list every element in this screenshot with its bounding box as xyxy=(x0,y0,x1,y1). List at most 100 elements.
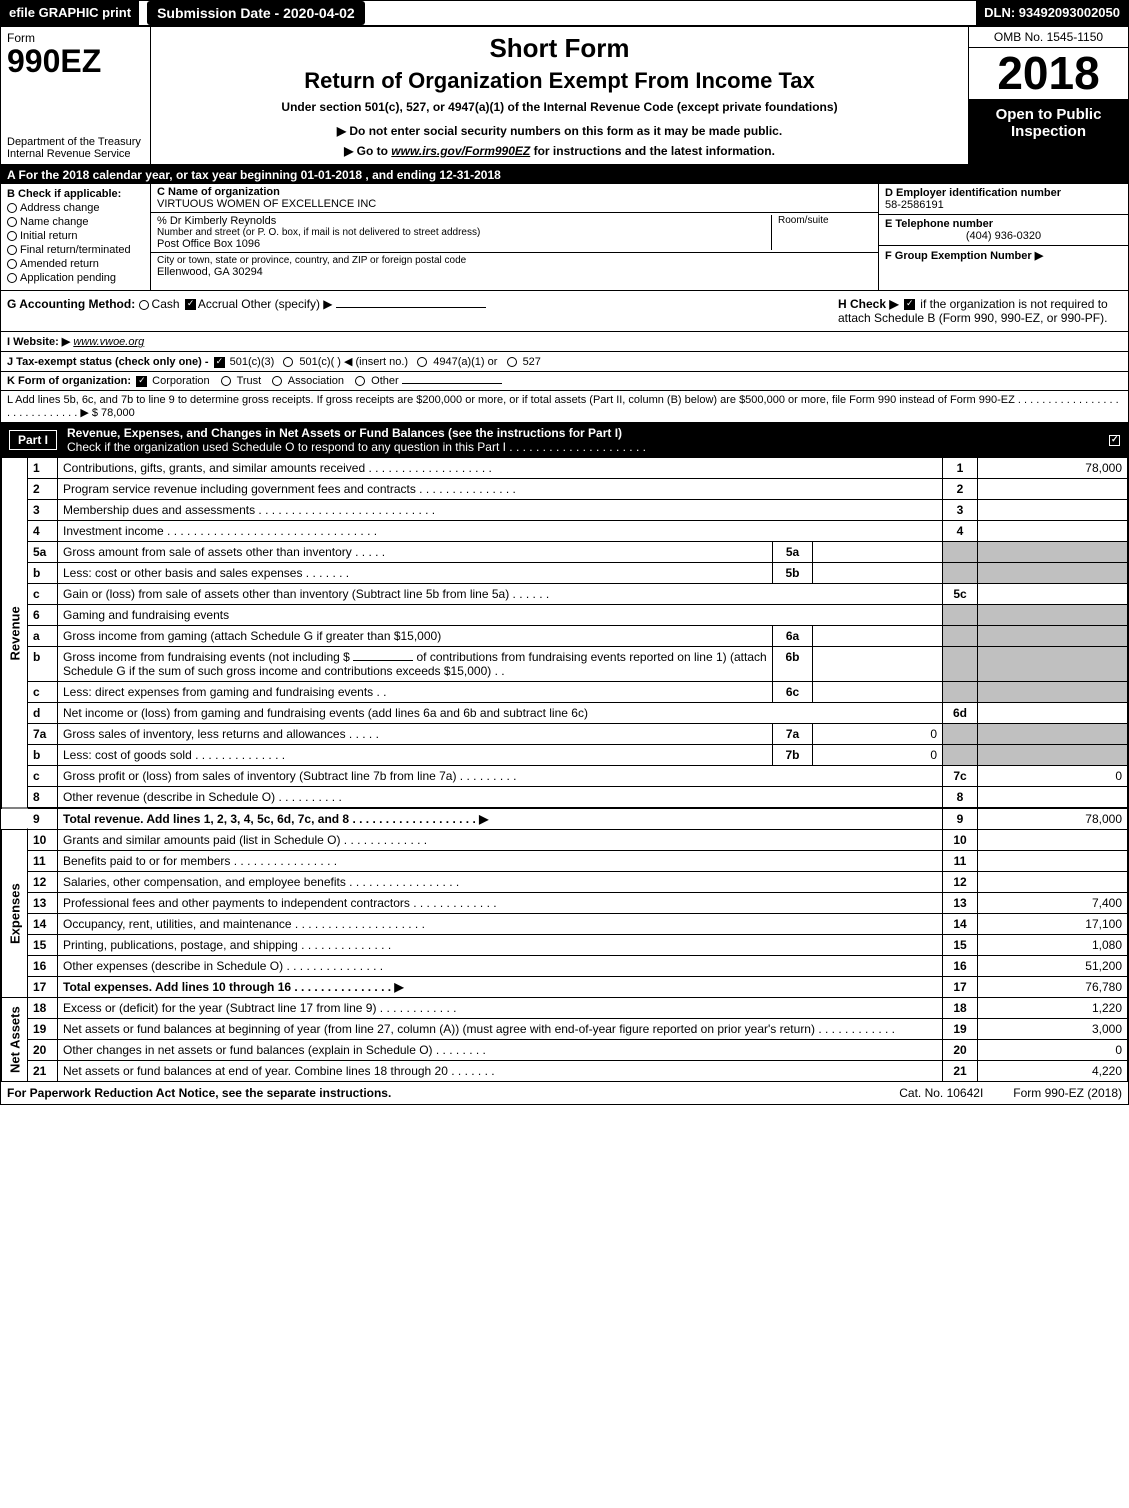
l3-amt xyxy=(978,500,1128,521)
omb-number: OMB No. 1545-1150 xyxy=(969,27,1128,48)
l-text: L Add lines 5b, 6c, and 7b to line 9 to … xyxy=(7,394,1119,419)
radio-cash-icon[interactable] xyxy=(139,300,149,310)
k-other-radio-icon[interactable] xyxy=(355,376,365,386)
opt-final-return: Final return/terminated xyxy=(20,244,131,256)
line-6c: c Less: direct expenses from gaming and … xyxy=(2,682,1128,703)
k-assoc: Association xyxy=(288,375,344,387)
l20-amt: 0 xyxy=(978,1040,1128,1061)
opt-application-pending: Application pending xyxy=(20,272,116,284)
j-501c: 501(c)( ) ◀ (insert no.) xyxy=(299,356,408,368)
part1-schedule-o-checkbox-icon[interactable] xyxy=(1109,435,1120,446)
l11-amt xyxy=(978,851,1128,872)
chk-final-return[interactable]: Final return/terminated xyxy=(7,244,144,256)
line-5a: 5a Gross amount from sale of assets othe… xyxy=(2,542,1128,563)
line-6a: a Gross income from gaming (attach Sched… xyxy=(2,626,1128,647)
l5b-subamt xyxy=(813,563,943,584)
tax-exempt-row: J Tax-exempt status (check only one) - 5… xyxy=(1,352,1128,372)
part1-header: Part I Revenue, Expenses, and Changes in… xyxy=(1,423,1128,457)
l15-no: 15 xyxy=(28,935,58,956)
j-501c3-checkbox-icon[interactable] xyxy=(214,357,225,368)
l6c-rshade xyxy=(943,682,978,703)
l7a-no: 7a xyxy=(28,724,58,745)
j-4947: 4947(a)(1) or xyxy=(433,356,497,368)
l21-rno: 21 xyxy=(943,1061,978,1082)
efile-graphic-print[interactable]: efile GRAPHIC print xyxy=(1,1,139,25)
chk-address-change[interactable]: Address change xyxy=(7,202,144,214)
l9-desc: Total revenue. Add lines 1, 2, 3, 4, 5c,… xyxy=(58,808,943,830)
form-header: Form 990EZ Department of the Treasury In… xyxy=(1,27,1128,166)
line-11: 11 Benefits paid to or for members . . .… xyxy=(2,851,1128,872)
section-b-checkboxes: B Check if applicable: Address change Na… xyxy=(1,184,151,290)
l15-desc: Printing, publications, postage, and shi… xyxy=(58,935,943,956)
l18-no: 18 xyxy=(28,998,58,1019)
j-4947-radio-icon[interactable] xyxy=(417,357,427,367)
j-501c-radio-icon[interactable] xyxy=(283,357,293,367)
checkbox-accrual-icon[interactable] xyxy=(185,299,196,310)
line-6b: b Gross income from fundraising events (… xyxy=(2,647,1128,682)
go-to-suffix: for instructions and the latest informat… xyxy=(534,144,775,158)
l10-desc: Grants and similar amounts paid (list in… xyxy=(58,830,943,851)
chk-initial-return[interactable]: Initial return xyxy=(7,230,144,242)
j-527-radio-icon[interactable] xyxy=(507,357,517,367)
section-c-blocks: C Name of organization VIRTUOUS WOMEN OF… xyxy=(151,184,878,290)
l5a-sub: 5a xyxy=(773,542,813,563)
g-accrual: Accrual xyxy=(198,297,238,311)
f-label: F Group Exemption Number ▶ xyxy=(885,250,1043,262)
l15-amt: 1,080 xyxy=(978,935,1128,956)
radio-icon xyxy=(7,259,17,269)
g-label: G Accounting Method: xyxy=(7,297,135,311)
d-label: D Employer identification number xyxy=(885,187,1122,199)
l21-desc: Net assets or fund balances at end of ye… xyxy=(58,1061,943,1082)
k-assoc-radio-icon[interactable] xyxy=(272,376,282,386)
l10-no: 10 xyxy=(28,830,58,851)
h-checkbox-icon[interactable] xyxy=(904,299,915,310)
e-label: E Telephone number xyxy=(885,218,1122,230)
line-18: Net Assets 18 Excess or (deficit) for th… xyxy=(2,998,1128,1019)
l7c-no: c xyxy=(28,766,58,787)
line-9: 9 Total revenue. Add lines 1, 2, 3, 4, 5… xyxy=(2,808,1128,830)
k-label: K Form of organization: xyxy=(7,375,131,387)
j-501c3: 501(c)(3) xyxy=(230,356,275,368)
chk-application-pending[interactable]: Application pending xyxy=(7,272,144,284)
g-other-field[interactable] xyxy=(336,307,486,308)
l6b-rshade xyxy=(943,647,978,682)
l20-desc: Other changes in net assets or fund bala… xyxy=(58,1040,943,1061)
l19-amt: 3,000 xyxy=(978,1019,1128,1040)
g-cash: Cash xyxy=(152,297,180,311)
k-corp-checkbox-icon[interactable] xyxy=(136,376,147,387)
l14-no: 14 xyxy=(28,914,58,935)
l4-rno: 4 xyxy=(943,521,978,542)
k-other-field[interactable] xyxy=(402,383,502,384)
line-7b: b Less: cost of goods sold . . . . . . .… xyxy=(2,745,1128,766)
l9-rno: 9 xyxy=(943,808,978,830)
k-trust-radio-icon[interactable] xyxy=(221,376,231,386)
l6d-desc: Net income or (loss) from gaming and fun… xyxy=(58,703,943,724)
tax-year-end: 12-31-2018 xyxy=(439,168,500,182)
l6-no: 6 xyxy=(28,605,58,626)
website-link[interactable]: www.vwoe.org xyxy=(73,336,144,348)
l17-desc: Total expenses. Add lines 10 through 16 … xyxy=(58,977,943,998)
part1-title: Revenue, Expenses, and Changes in Net As… xyxy=(67,426,1109,454)
l6-rshade xyxy=(943,605,978,626)
chk-name-change[interactable]: Name change xyxy=(7,216,144,228)
section-bcdef: B Check if applicable: Address change Na… xyxy=(1,184,1128,291)
l1-amt: 78,000 xyxy=(978,458,1128,479)
l6b-amount-field[interactable] xyxy=(353,660,413,661)
chk-amended-return[interactable]: Amended return xyxy=(7,258,144,270)
l14-amt: 17,100 xyxy=(978,914,1128,935)
l7c-desc: Gross profit or (loss) from sales of inv… xyxy=(58,766,943,787)
l2-desc: Program service revenue including govern… xyxy=(58,479,943,500)
revenue-side-end xyxy=(2,808,28,830)
l19-no: 19 xyxy=(28,1019,58,1040)
l6a-amtshade xyxy=(978,626,1128,647)
l5b-amtshade xyxy=(978,563,1128,584)
l20-no: 20 xyxy=(28,1040,58,1061)
line-17: 17 Total expenses. Add lines 10 through … xyxy=(2,977,1128,998)
line-2: 2 Program service revenue including gove… xyxy=(2,479,1128,500)
k-trust: Trust xyxy=(237,375,262,387)
revenue-side-label: Revenue xyxy=(2,458,28,809)
l20-rno: 20 xyxy=(943,1040,978,1061)
j-label: J Tax-exempt status (check only one) - xyxy=(7,356,212,368)
irs-link[interactable]: www.irs.gov/Form990EZ xyxy=(391,144,530,158)
l16-amt: 51,200 xyxy=(978,956,1128,977)
